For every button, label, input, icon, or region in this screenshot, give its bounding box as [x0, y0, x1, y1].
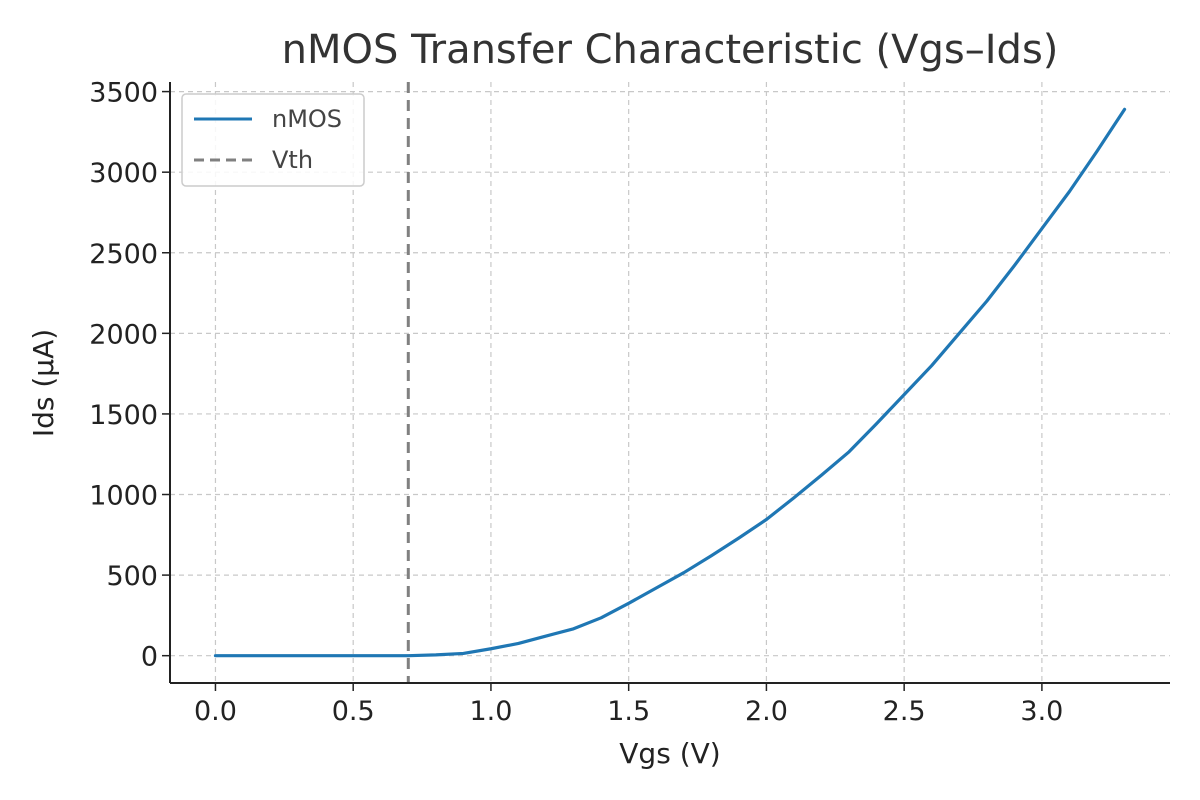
series-line-nmos — [213, 107, 1127, 658]
y-ticks: 0 500 1000 1500 2000 2500 3000 3500 — [89, 78, 170, 673]
x-tick-label: 1.0 — [469, 696, 512, 727]
y-tick-label: 2000 — [89, 319, 158, 350]
axes — [169, 82, 1170, 684]
y-tick-label: 3500 — [89, 78, 158, 109]
x-tick-label: 2.5 — [883, 696, 926, 727]
series-layer — [213, 107, 1127, 658]
y-tick-label: 3000 — [89, 158, 158, 189]
x-tick-label: 1.5 — [607, 696, 650, 727]
legend-label-nmos: nMOS — [272, 105, 342, 133]
x-axis-label: Vgs (V) — [619, 737, 720, 770]
y-tick-label: 0 — [141, 642, 158, 673]
y-tick-label: 500 — [106, 561, 158, 592]
x-tick-label: 0.5 — [332, 696, 375, 727]
y-axis-label: Ids (μA) — [27, 329, 60, 437]
legend-label-vth: Vth — [272, 146, 313, 174]
y-tick-label: 1000 — [89, 481, 158, 512]
x-ticks: 0.0 0.5 1.0 1.5 2.0 2.5 3.0 — [194, 683, 1063, 727]
legend-box — [181, 93, 365, 187]
y-tick-label: 1500 — [89, 400, 158, 431]
chart-title: nMOS Transfer Characteristic (Vgs–Ids) — [282, 27, 1059, 73]
x-tick-label: 0.0 — [194, 696, 237, 727]
x-tick-label: 3.0 — [1020, 696, 1063, 727]
y-tick-label: 2500 — [89, 239, 158, 270]
legend: nMOS Vth — [181, 93, 365, 187]
x-tick-label: 2.0 — [745, 696, 788, 727]
